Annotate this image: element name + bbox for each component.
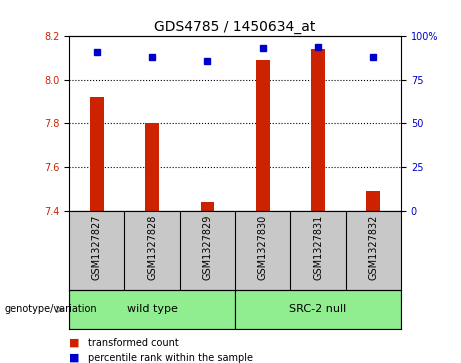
Text: GSM1327828: GSM1327828 xyxy=(147,215,157,280)
Bar xyxy=(90,97,104,211)
Text: GSM1327832: GSM1327832 xyxy=(368,215,378,280)
Bar xyxy=(311,49,325,211)
Title: GDS4785 / 1450634_at: GDS4785 / 1450634_at xyxy=(154,20,316,34)
Text: transformed count: transformed count xyxy=(88,338,178,348)
Bar xyxy=(69,290,235,329)
Text: ■: ■ xyxy=(69,338,80,348)
Text: genotype/variation: genotype/variation xyxy=(5,305,97,314)
Text: wild type: wild type xyxy=(127,305,177,314)
Bar xyxy=(256,60,270,211)
Bar xyxy=(201,202,214,211)
Bar xyxy=(235,290,401,329)
Text: SRC-2 null: SRC-2 null xyxy=(290,305,347,314)
Text: GSM1327829: GSM1327829 xyxy=(202,215,213,280)
Bar xyxy=(366,191,380,211)
Bar xyxy=(145,123,159,211)
Text: ■: ■ xyxy=(69,352,80,363)
Text: percentile rank within the sample: percentile rank within the sample xyxy=(88,352,253,363)
Text: GSM1327827: GSM1327827 xyxy=(92,215,102,280)
Text: GSM1327830: GSM1327830 xyxy=(258,215,268,280)
Text: GSM1327831: GSM1327831 xyxy=(313,215,323,280)
